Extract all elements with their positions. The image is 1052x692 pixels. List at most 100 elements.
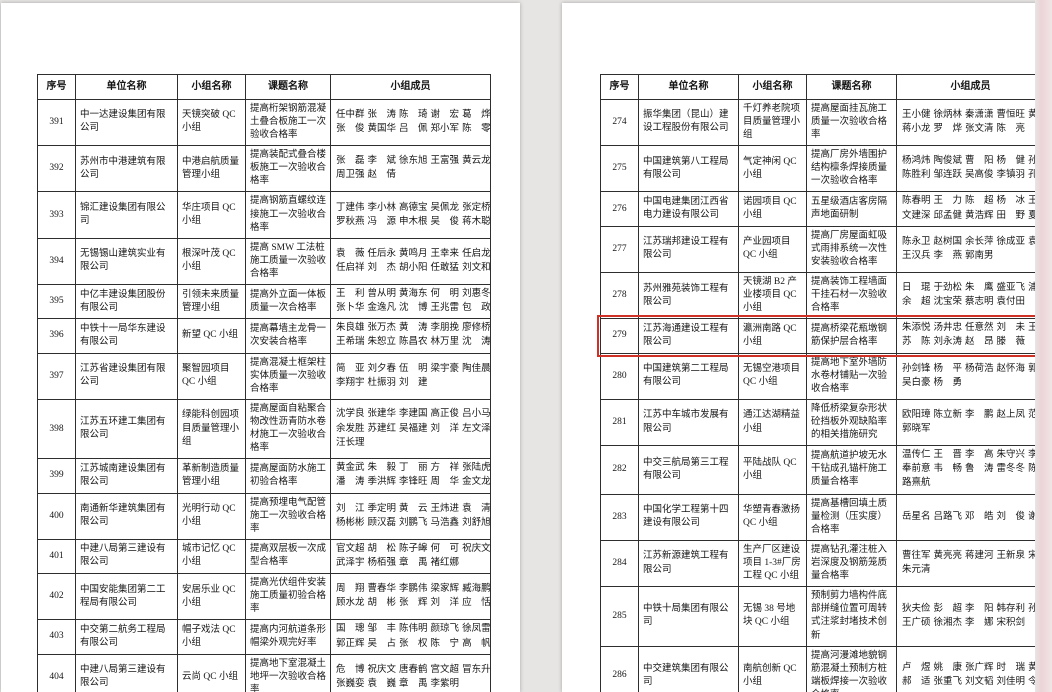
row-number-cell: 283 (600, 493, 639, 541)
member-name: 邱孟健 (933, 210, 963, 221)
member-name: 赵怀海 (996, 363, 1026, 374)
row-number-cell: 282 (600, 445, 639, 495)
unit-name-cell: 江苏新源建筑工程有限公司 (638, 539, 739, 588)
member-name: 应 恬 (462, 598, 491, 609)
topic-name-cell: 五星级酒店客房隔声地面研制 (806, 191, 897, 227)
member-name: 郭正辉 (336, 638, 365, 649)
member-name: 何 明 (430, 289, 460, 300)
member-name: 季洪辉 (367, 477, 397, 488)
members-cell: 朱良雄 张万杰黄 涛李朋挽 廖修桥 王希瑞 朱恕立 陈昌农 林万里沈 涛 (330, 318, 491, 354)
member-name: 蒋木聪 (462, 216, 491, 227)
member-name: 岳星名 (902, 511, 931, 522)
member-name: 顾水龙 (336, 598, 365, 609)
member-name: 吴佩龙 (430, 202, 460, 213)
column-header: 小组名称 (177, 74, 246, 100)
member-name: 李 娜 (965, 617, 994, 628)
member-name: 汪长理 (336, 437, 365, 448)
member-name: 任中群 (336, 109, 365, 120)
member-name: 王 利 (336, 289, 365, 300)
row-number-cell: 395 (37, 284, 76, 320)
table-row: 275 中国建筑第八工程局有限公司 气定神闲 QC 小组 提高厂房外墙围护结构檩条焊接… (600, 145, 1045, 193)
member-name: 朱恕立 (367, 337, 397, 348)
member-name: 李鹏伟 (399, 584, 428, 595)
member-name: 沈学良 (336, 409, 365, 420)
member-name: 胡小阳 (399, 262, 428, 273)
member-name: 张广辉 (965, 663, 994, 674)
member-name: 张万杰 (367, 323, 397, 334)
member-name: 黄亮亮 (933, 550, 963, 561)
member-name: 狄夫俭 (902, 603, 931, 614)
member-name: 滕 薇 (996, 337, 1026, 348)
member-name: 黄国华 (367, 123, 397, 134)
table-row: 278 苏州雅苑装饰工程有限公司 天镜湖 B2 产业楼项目 QC 小组 提高装饰工程墙… (600, 271, 1045, 320)
unit-name-cell: 中国化学工程第十四建设有限公司 (638, 493, 739, 541)
member-name: 刘文韬 (965, 677, 994, 688)
unit-name-cell: 中交第二航务工程局有限公司 (75, 619, 178, 655)
row-number-cell: 277 (600, 225, 639, 274)
member-name: 陈昌农 (399, 337, 428, 348)
member-name: 邓 皓 (965, 511, 994, 522)
member-name: 周 翔 (336, 584, 365, 595)
table-header-row: 序号 单位名称 小组名称 课题名称 小组成员 (600, 74, 1045, 100)
table-header-row: 序号 单位名称 小组名称 课题名称 小组成员 (37, 74, 491, 100)
member-name: 韦 畅 (933, 464, 963, 475)
group-name-cell: 无锡空港项目 QC 小组 (738, 352, 807, 400)
member-name: 黄海东 (399, 289, 428, 300)
member-name: 王希瑞 (336, 337, 365, 348)
unit-name-cell: 锦汇建设集团有限公司 (75, 191, 178, 239)
member-name: 张建华 (367, 409, 397, 420)
member-name: 颜琼飞 (430, 624, 460, 635)
table-row: 285 中铁十局集团有限公司 无锡 38 号地块 QC 小组 预制剪力墙构件底部拼缝位… (600, 586, 1045, 647)
member-name: 张陆虎 (462, 463, 491, 474)
members-cell: 沈学良 张建华 李建国 高正俊 吕小马 余发胜 苏建红 吴福建刘 洋左文泽 汪长理 (330, 398, 491, 460)
member-name: 姚 康 (933, 663, 963, 674)
member-name: 赵 昂 (965, 337, 994, 348)
member-name: 徐凤雷 (462, 624, 491, 635)
group-name-cell: 华塑青春激扬 QC 小组 (738, 493, 807, 541)
member-name: 杨荷浩 (965, 363, 994, 374)
topic-name-cell: 提高幕墙主龙骨一次安装合格率 (245, 318, 331, 354)
member-name: 王新泉 (996, 550, 1026, 561)
row-number-cell: 400 (37, 492, 76, 540)
group-name-cell: 新望 QC 小组 (177, 318, 246, 354)
member-name: 申木根 (399, 216, 428, 227)
member-name: 章 禹 (399, 678, 428, 689)
group-name-cell: 天镜湖 B2 产业楼项目 QC 小组 (738, 271, 807, 320)
member-name: 左文泽 (462, 423, 491, 434)
member-name: 陈春明 (902, 196, 931, 207)
member-name: 袁 薇 (336, 248, 365, 259)
row-number-cell: 399 (37, 458, 76, 494)
member-name: 蒋建河 (965, 550, 994, 561)
members-cell: 王 利曾从明 黄海东何 明刘惠冬 张卜华 金逸凡沈 博王兆雷包 政 (330, 284, 491, 320)
topic-name-cell: 提高光伏组件安装施工质量初验合格率 (245, 573, 331, 621)
member-name: 陈立新 (933, 409, 963, 420)
topic-name-cell: 提高屋面自粘聚合物改性沥青防水卷材施工一次验收合格率 (245, 398, 331, 460)
member-name: 刘惠冬 (462, 289, 491, 300)
unit-name-cell: 中交建筑集团有限公司 (638, 645, 739, 692)
qc-group-table-page-56: 序号 单位名称 小组名称 课题名称 小组成员 274 振华集团（昆山）建设工程股份有限公司… (596, 74, 1049, 692)
row-number-cell: 279 (600, 318, 639, 354)
member-name: 刘文和 (462, 262, 491, 273)
member-name: 路熹航 (902, 478, 931, 489)
member-name: 吕路飞 (933, 511, 963, 522)
member-name: 黄云龙 (462, 156, 491, 167)
member-name: 徐东旭 (399, 156, 428, 167)
column-header: 课题名称 (806, 74, 897, 100)
member-name: 黄 涛 (399, 323, 428, 334)
table-row: 396 中铁十一局华东建设有限公司 新望 QC 小组 提高幕墙主龙骨一次安装合格率 朱良… (37, 318, 491, 354)
member-name: 余 超 (902, 297, 931, 308)
member-name: 雷冬冬 (996, 464, 1026, 475)
member-name: 赵树国 (933, 236, 963, 247)
members-cell: 国 璁邹 丰陈伟明 颜琼飞 徐凤雷 郭正辉吴 占张 权陈 宁高 帆 (330, 619, 491, 655)
member-name: 简 亚 (336, 363, 365, 374)
group-name-cell: 革新制造质量管理小组 (177, 458, 246, 494)
topic-name-cell: 提高厂房屋面虹吸式雨排系统一次性安装验收合格率 (806, 225, 897, 274)
member-name: 国 璁 (336, 624, 365, 635)
member-name: 杨 冰 (996, 196, 1026, 207)
group-name-cell: 城市记忆 QC 小组 (177, 538, 246, 575)
topic-name-cell: 提高双层板一次成型合格率 (245, 538, 331, 575)
